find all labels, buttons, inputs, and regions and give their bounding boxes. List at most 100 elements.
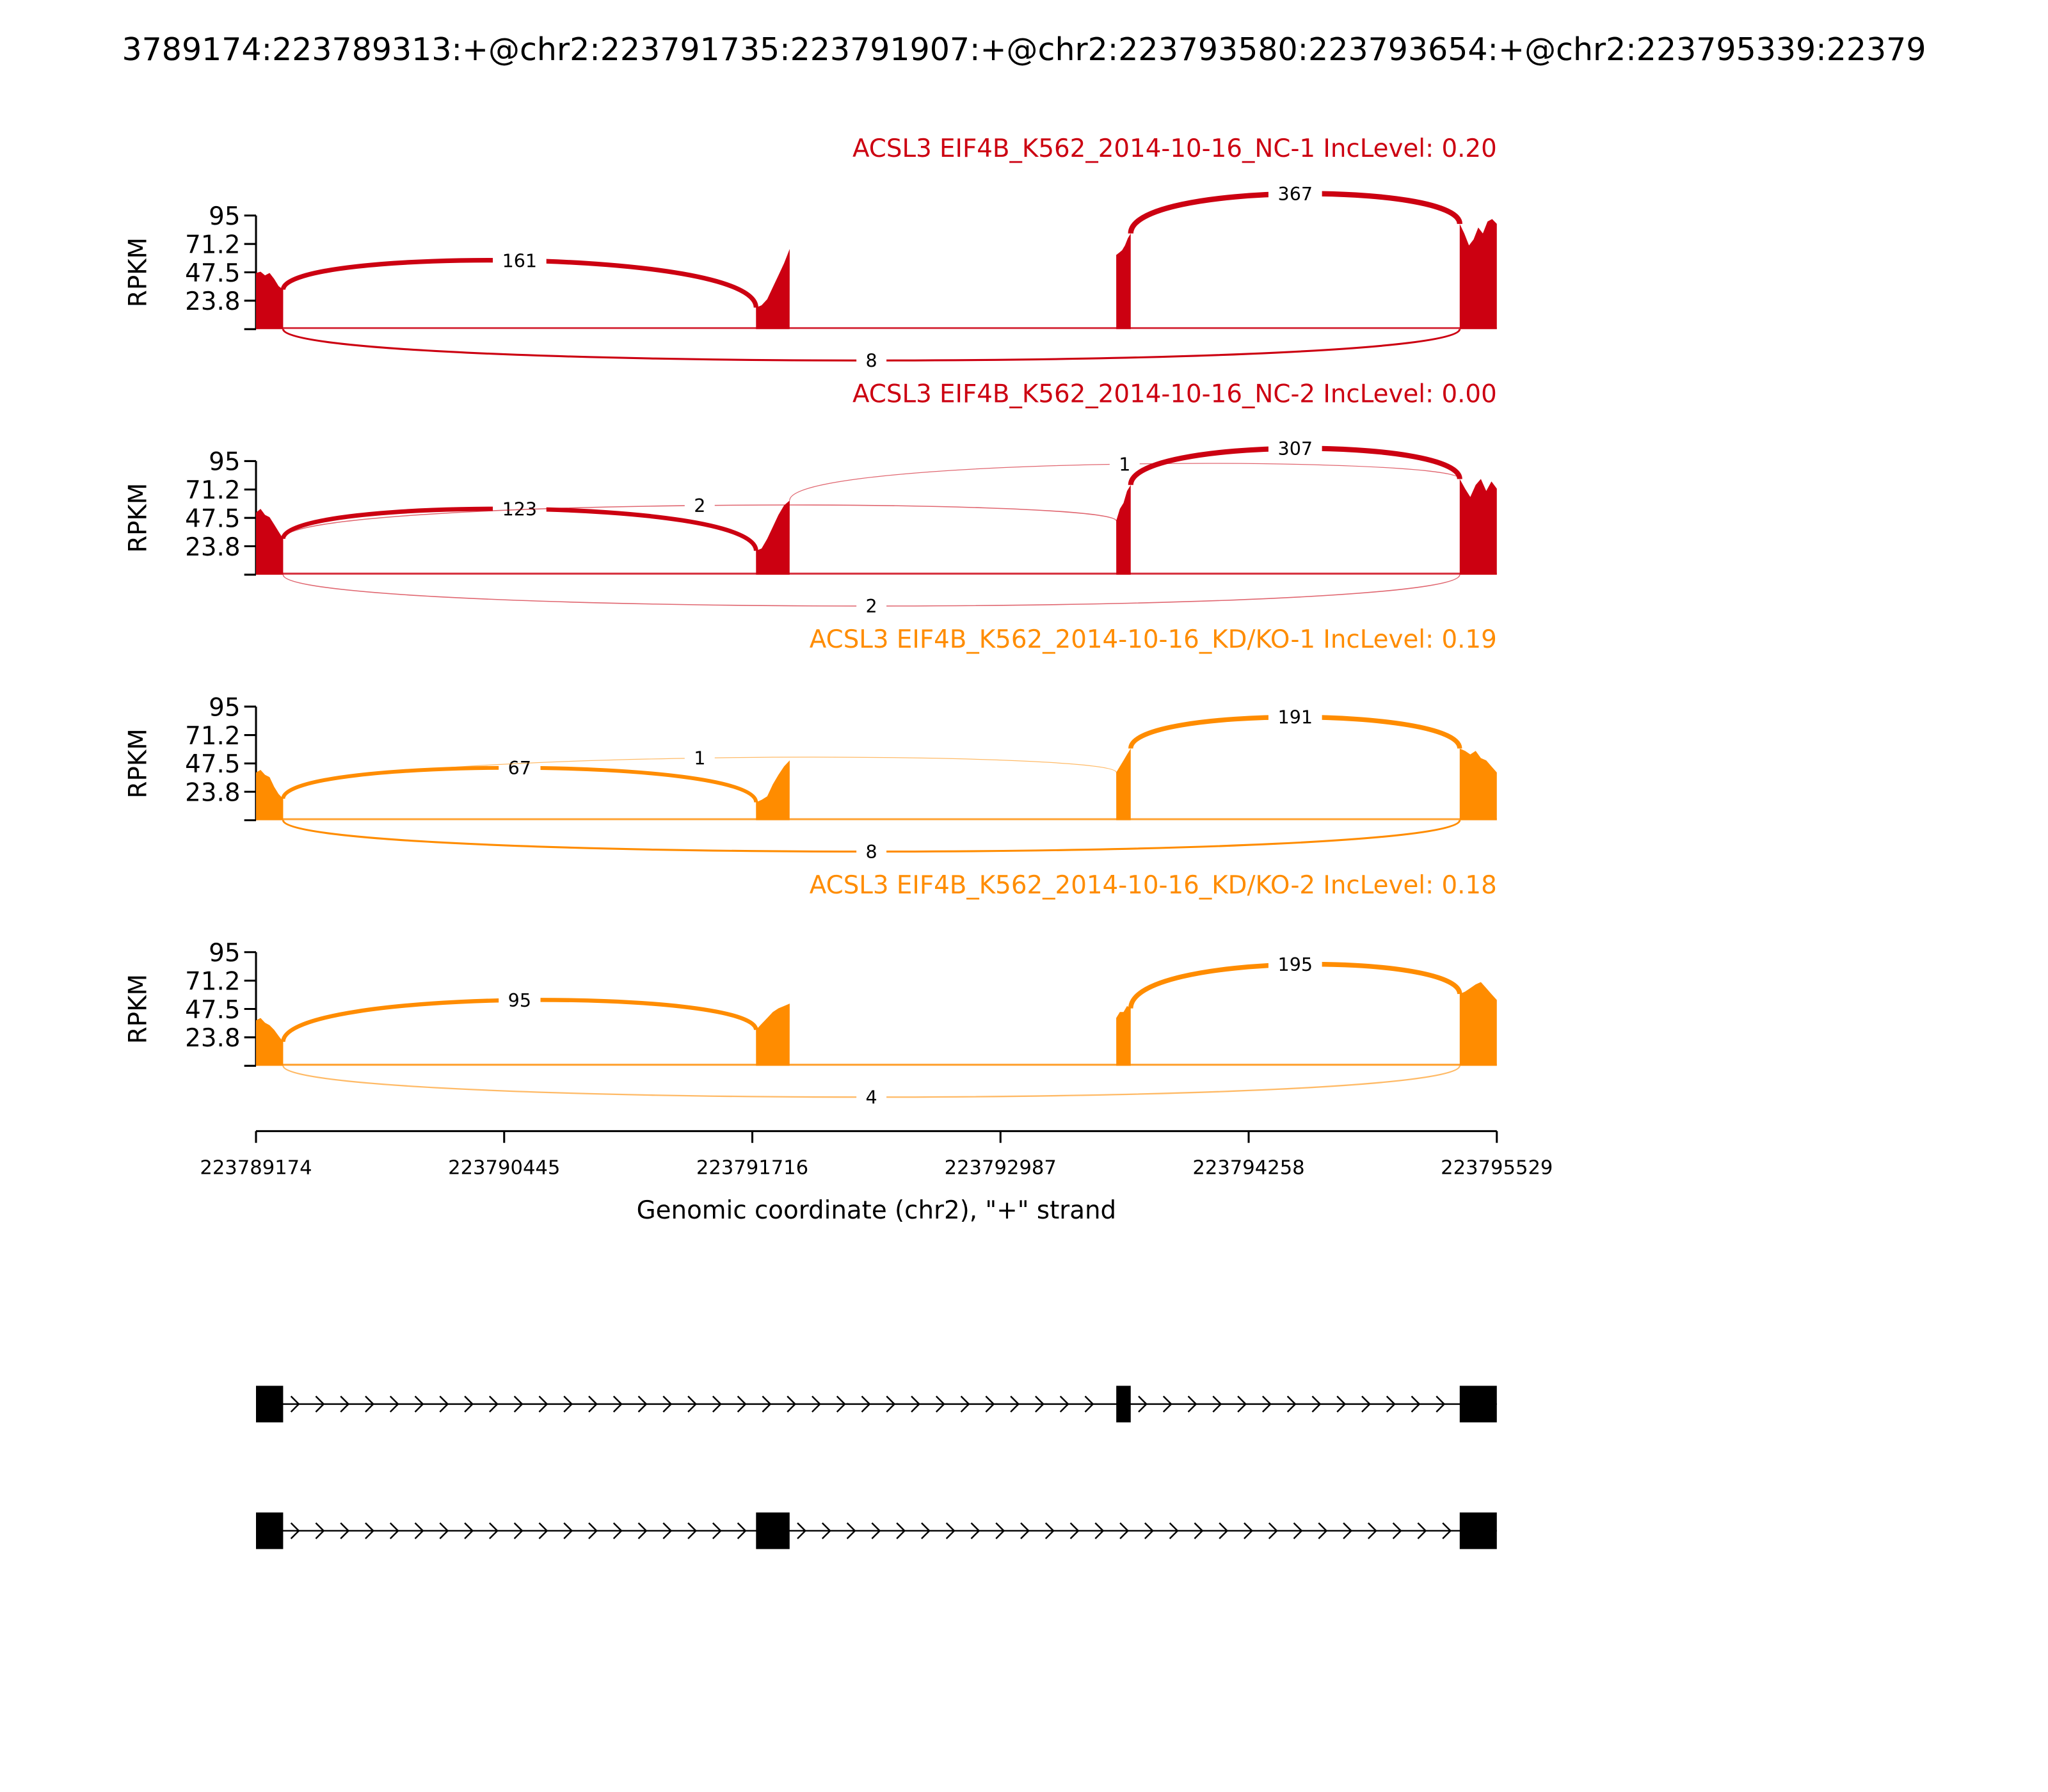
- strand-arrow-icon: [812, 1395, 821, 1412]
- strand-arrow-icon: [787, 1395, 797, 1412]
- coverage-exon-1: [256, 1018, 284, 1066]
- junction-count-label: 95: [508, 989, 531, 1011]
- strand-arrow-icon: [612, 1522, 623, 1539]
- strand-arrow-icon: [414, 1522, 424, 1539]
- strand-arrow-icon: [1162, 1395, 1172, 1412]
- strand-arrow-icon: [488, 1395, 499, 1412]
- strand-arrow-icon: [1237, 1395, 1247, 1412]
- strand-arrow-icon: [712, 1522, 722, 1539]
- strand-arrow-icon: [365, 1522, 374, 1539]
- strand-arrow-icon: [365, 1395, 374, 1412]
- strand-arrow-icon: [315, 1395, 325, 1412]
- junction-label-bg: [1268, 952, 1322, 977]
- junction-label-bg: [856, 348, 887, 372]
- strand-arrow-icon: [1044, 1522, 1055, 1539]
- strand-arrow-icon: [737, 1395, 747, 1412]
- strand-arrow-icon: [340, 1522, 350, 1539]
- y-tick-label: 47.5: [185, 750, 240, 779]
- junction-count-label: 161: [502, 250, 538, 271]
- y-axis-label: RPKM: [124, 237, 153, 307]
- strand-arrow-icon: [513, 1395, 524, 1412]
- strand-arrow-icon: [1268, 1522, 1278, 1539]
- junction-count-label: 8: [866, 841, 877, 863]
- strand-arrow-icon: [871, 1522, 881, 1539]
- strand-arrow-icon: [737, 1522, 747, 1539]
- coverage-exon-3: [1116, 1005, 1131, 1066]
- strand-arrow-icon: [439, 1522, 449, 1539]
- strand-arrow-icon: [315, 1522, 325, 1539]
- strand-arrow-icon: [538, 1395, 548, 1412]
- strand-arrow-icon: [563, 1395, 573, 1412]
- y-tick-label: 71.2: [185, 231, 240, 260]
- strand-arrow-icon: [588, 1395, 598, 1412]
- strand-arrow-icon: [1311, 1395, 1322, 1412]
- strand-arrow-icon: [1244, 1522, 1253, 1539]
- strand-arrow-icon: [1343, 1522, 1353, 1539]
- strand-arrow-icon: [985, 1395, 995, 1412]
- strand-arrow-icon: [1286, 1395, 1297, 1412]
- y-tick-label: 23.8: [185, 778, 240, 807]
- strand-arrow-icon: [687, 1522, 698, 1539]
- panel-3: ACSL3 EIF4B_K562_2014-10-16_KD/KO-1 IncL…: [124, 625, 1497, 863]
- strand-arrow-icon: [1212, 1395, 1222, 1412]
- strand-arrow-icon: [797, 1522, 807, 1539]
- exon-block: [256, 1512, 284, 1549]
- y-axis-label: RPKM: [124, 974, 153, 1044]
- strand-arrow-icon: [846, 1522, 856, 1539]
- transcript-2: [256, 1512, 1497, 1549]
- y-tick-label: 95: [209, 448, 240, 477]
- strand-arrow-icon: [1392, 1522, 1402, 1539]
- strand-arrow-icon: [1059, 1395, 1069, 1412]
- strand-arrow-icon: [637, 1522, 648, 1539]
- junction-count-label: 67: [508, 757, 531, 779]
- junction-count-label: 8: [866, 349, 877, 371]
- x-axis: 223789174 223790445 223791716 223792987 2237…: [200, 1130, 1553, 1180]
- strand-arrow-icon: [970, 1522, 980, 1539]
- y-tick-label: 71.2: [185, 476, 240, 505]
- y-tick-label: 47.5: [185, 996, 240, 1025]
- junction-count-label: 195: [1278, 954, 1313, 975]
- strand-arrow-icon: [1035, 1395, 1044, 1412]
- strand-arrow-icon: [513, 1522, 524, 1539]
- junction-label-bg: [856, 594, 887, 618]
- junction-label-bg: [856, 840, 887, 863]
- strand-arrow-icon: [464, 1522, 474, 1539]
- coverage-exon-4: [1459, 748, 1497, 820]
- junction-label-bg: [1268, 436, 1322, 460]
- y-tick-label: 23.8: [185, 1024, 240, 1053]
- strand-arrow-icon: [886, 1395, 896, 1412]
- y-tick-label: 95: [209, 202, 240, 231]
- strand-arrow-icon: [821, 1522, 831, 1539]
- y-tick-label: 47.5: [185, 504, 240, 533]
- junction-label-bg: [684, 746, 715, 770]
- coverage-exon-4: [1459, 219, 1497, 330]
- coverage-exon-3: [1116, 748, 1131, 820]
- coverage-exon-3: [1116, 233, 1131, 330]
- strand-arrow-icon: [960, 1395, 970, 1412]
- x-tick-label: 223792987: [945, 1157, 1057, 1180]
- junction-count-label: 1: [694, 748, 705, 769]
- strand-arrow-icon: [762, 1395, 772, 1412]
- strand-arrow-icon: [1386, 1395, 1396, 1412]
- coverage-exon-3: [1116, 484, 1131, 575]
- strand-arrow-icon: [1187, 1395, 1197, 1412]
- y-tick-label: 23.8: [185, 533, 240, 562]
- y-axis-label: RPKM: [124, 483, 153, 553]
- junction-count-label: 2: [866, 595, 877, 617]
- strand-arrow-icon: [563, 1522, 573, 1539]
- plot-title: 3789174:223789313:+@chr2:223791735:22379…: [122, 31, 1926, 68]
- strand-arrow-icon: [1367, 1522, 1377, 1539]
- junction-label-bg: [1109, 452, 1140, 476]
- coverage-exon-2: [756, 760, 790, 820]
- x-axis-label: Genomic coordinate (chr2), "+" strand: [637, 1196, 1117, 1225]
- strand-arrow-icon: [439, 1395, 449, 1412]
- strand-arrow-icon: [1361, 1395, 1371, 1412]
- y-tick-label: 47.5: [185, 259, 240, 288]
- junction-label-bg: [499, 756, 541, 780]
- strand-arrow-icon: [1194, 1522, 1204, 1539]
- exon-block: [1459, 1512, 1497, 1549]
- x-tick-label: 223791716: [696, 1157, 808, 1180]
- junction-count-label: 4: [866, 1086, 877, 1108]
- strand-arrow-icon: [945, 1522, 956, 1539]
